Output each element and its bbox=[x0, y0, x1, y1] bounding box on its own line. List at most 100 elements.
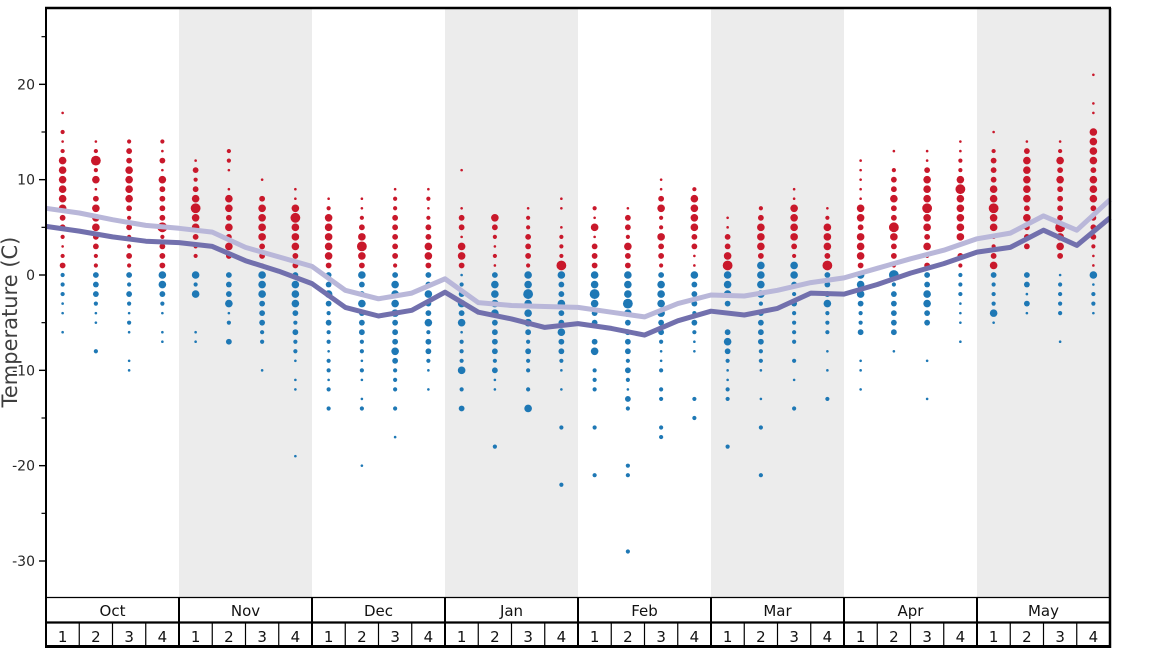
cold-temp-dot bbox=[391, 347, 399, 356]
cold-temp-dot bbox=[359, 349, 364, 354]
cold-temp-dot bbox=[425, 310, 432, 317]
warm-temp-dot bbox=[659, 178, 663, 181]
warm-temp-dot bbox=[659, 215, 664, 220]
cold-temp-dot bbox=[558, 348, 565, 355]
week-label: 3 bbox=[922, 628, 932, 646]
week-label: 2 bbox=[490, 628, 500, 646]
warm-temp-dot bbox=[823, 242, 832, 251]
month-shading-bands bbox=[179, 9, 1110, 598]
warm-temp-dot bbox=[225, 214, 232, 221]
warm-temp-dot bbox=[1089, 137, 1098, 146]
warm-temp-dot bbox=[724, 243, 731, 250]
cold-temp-dot bbox=[460, 273, 463, 277]
warm-temp-dot bbox=[1057, 214, 1064, 221]
cold-temp-dot bbox=[959, 340, 962, 344]
cold-temp-dot bbox=[126, 272, 133, 278]
warm-temp-dot bbox=[457, 252, 466, 260]
cold-temp-dot bbox=[61, 311, 64, 315]
cold-temp-dot bbox=[459, 387, 464, 392]
cold-temp-dot bbox=[891, 282, 896, 287]
cold-temp-dot bbox=[94, 321, 98, 324]
warm-temp-dot bbox=[393, 187, 397, 191]
warm-temp-dot bbox=[857, 224, 864, 231]
cold-temp-dot bbox=[590, 280, 599, 289]
warm-temp-dot bbox=[989, 214, 998, 222]
cold-temp-dot bbox=[723, 337, 732, 346]
cold-temp-dot bbox=[392, 338, 399, 345]
warm-temp-dot bbox=[923, 223, 931, 232]
cold-temp-dot bbox=[392, 319, 399, 326]
warm-temp-dot bbox=[160, 139, 165, 144]
cold-temp-dot bbox=[560, 369, 563, 372]
warm-temp-dot bbox=[326, 206, 331, 211]
warm-temp-dot bbox=[61, 245, 64, 248]
cold-temp-dot bbox=[693, 349, 696, 353]
cold-temp-dot bbox=[426, 330, 431, 335]
cold-temp-dot bbox=[459, 349, 464, 354]
warm-temp-dot bbox=[324, 242, 333, 251]
cold-temp-dot bbox=[259, 319, 266, 326]
cold-temp-dot bbox=[825, 320, 830, 325]
cold-temp-dot bbox=[458, 405, 465, 412]
warm-temp-dot bbox=[723, 252, 732, 260]
cold-temp-dot bbox=[624, 338, 631, 345]
cold-temp-dot bbox=[757, 338, 764, 345]
warm-temp-dot bbox=[526, 225, 531, 230]
cold-temp-dot bbox=[624, 280, 632, 289]
warm-temp-dot bbox=[959, 149, 962, 153]
warm-temp-dot bbox=[225, 242, 233, 251]
cold-temp-dot bbox=[858, 320, 863, 325]
cold-temp-dot bbox=[1023, 272, 1030, 278]
cold-temp-dot bbox=[692, 396, 697, 402]
warm-temp-dot bbox=[1057, 253, 1064, 259]
warm-temp-dot bbox=[125, 175, 133, 184]
warm-temp-dot bbox=[125, 194, 133, 203]
cold-temp-dot bbox=[659, 359, 663, 363]
warm-temp-dot bbox=[258, 204, 266, 213]
warm-temp-dot bbox=[791, 243, 798, 250]
week-label: 3 bbox=[257, 628, 267, 646]
cold-temp-dot bbox=[622, 298, 633, 309]
warm-temp-dot bbox=[458, 214, 465, 221]
warm-temp-dot bbox=[690, 194, 699, 203]
warm-temp-dot bbox=[60, 234, 65, 239]
cold-temp-dot bbox=[159, 291, 166, 297]
cold-temp-dot bbox=[326, 406, 331, 411]
cold-temp-dot bbox=[758, 473, 763, 478]
month-label-dec: Dec bbox=[364, 602, 393, 620]
cold-temp-dot bbox=[358, 299, 366, 308]
cold-temp-dot bbox=[360, 464, 364, 467]
cold-temp-dot bbox=[358, 329, 365, 336]
cold-temp-dot bbox=[758, 349, 763, 354]
warm-temp-dot bbox=[693, 254, 696, 258]
warm-temp-dot bbox=[125, 166, 133, 174]
cold-temp-dot bbox=[759, 369, 763, 372]
warm-temp-dot bbox=[590, 223, 599, 232]
cold-temp-dot bbox=[624, 271, 632, 279]
warm-temp-dot bbox=[392, 233, 399, 240]
cold-temp-dot bbox=[557, 271, 566, 279]
warm-temp-dot bbox=[392, 224, 399, 231]
warm-temp-dot bbox=[358, 252, 366, 260]
warm-temp-dot bbox=[990, 157, 997, 164]
warm-temp-dot bbox=[127, 263, 132, 268]
cold-temp-dot bbox=[259, 300, 266, 307]
cold-temp-dot bbox=[225, 299, 233, 308]
warm-temp-dot bbox=[525, 243, 532, 250]
warm-temp-dot bbox=[424, 252, 433, 260]
cold-temp-dot bbox=[924, 310, 931, 317]
cold-temp-dot bbox=[325, 319, 332, 326]
warm-temp-dot bbox=[425, 233, 432, 240]
cold-temp-dot bbox=[191, 290, 200, 298]
cold-temp-dot bbox=[326, 358, 331, 363]
cold-temp-dot bbox=[758, 425, 763, 430]
warm-temp-dot bbox=[922, 203, 933, 214]
cold-temp-dot bbox=[291, 299, 300, 308]
cold-temp-dot bbox=[858, 311, 863, 316]
warm-temp-dot bbox=[856, 242, 865, 251]
y-axis-tick-labels: 20 10 0 -10 -20 -30 bbox=[12, 77, 35, 570]
warm-temp-dot bbox=[360, 206, 364, 210]
warm-temp-dot bbox=[191, 194, 200, 203]
cold-temp-dot bbox=[723, 280, 732, 289]
cold-temp-dot bbox=[792, 378, 796, 382]
